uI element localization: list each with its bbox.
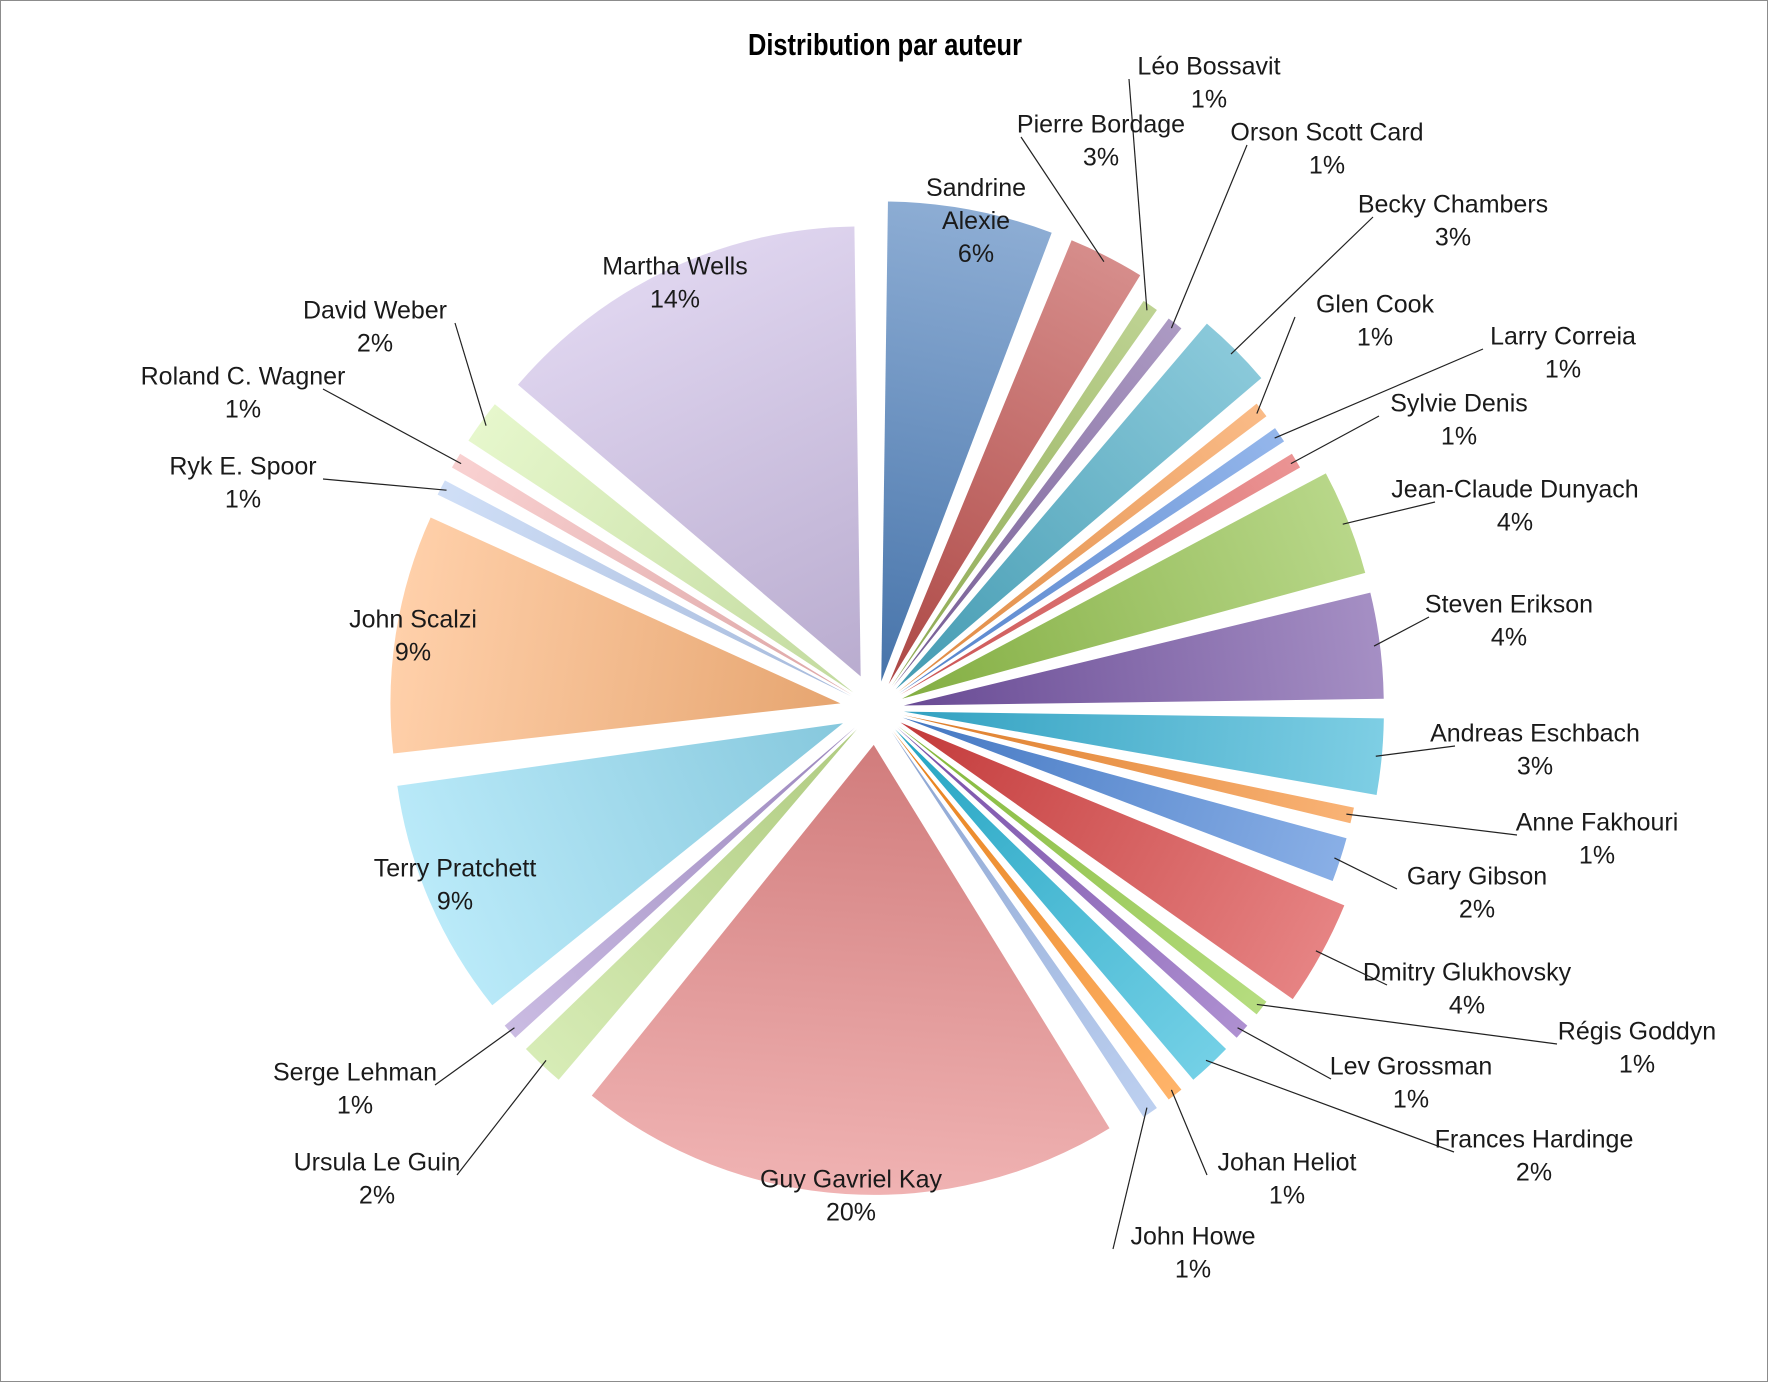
leader-line-orson-scott-card	[1170, 144, 1248, 329]
leader-line-larry-correia	[1274, 348, 1484, 439]
slice-label-martha-wells: Martha Wells 14%	[602, 253, 747, 314]
pie-slice-sandrine-alexie	[881, 201, 1052, 682]
pie-slice-lev-grossman	[897, 727, 1248, 1038]
slice-label-glen-cook: Glen Cook 1%	[1316, 291, 1435, 352]
slice-label-terry-pratchett: Terry Pratchett 9%	[374, 855, 537, 916]
leader-line-pierre-bordage	[1020, 136, 1105, 263]
leader-line-david-weber	[454, 322, 487, 426]
pie-slice-johan-heliot	[893, 731, 1182, 1100]
pie-slice-gary-gibson	[902, 717, 1347, 882]
leader-line-andreas-eschbach	[1375, 745, 1456, 757]
slice-label-david-weber: David Weber 2%	[303, 297, 447, 358]
pie-slice-sylvie-denis	[900, 453, 1301, 695]
slice-label-roland-c-wagner: Roland C. Wagner 1%	[141, 363, 346, 424]
leader-line-dmitry-glukhovsky	[1315, 950, 1388, 986]
slice-label-gary-gibson: Gary Gibson 2%	[1407, 863, 1547, 924]
pie-slice-frances-hardinge	[895, 729, 1227, 1080]
leader-line-anne-fakhouri	[1346, 813, 1518, 836]
slice-label-john-howe: John Howe 1%	[1130, 1223, 1255, 1284]
slice-label-lev-grossman: Lev Grossman 1%	[1330, 1053, 1493, 1114]
pie-slice-roland-c-wagner	[451, 453, 852, 695]
slice-label-orson-scott-card: Orson Scott Card 1%	[1230, 119, 1423, 180]
slice-label-anne-fakhouri: Anne Fakhouri 1%	[1516, 809, 1679, 870]
leader-line-frances-hardinge	[1205, 1059, 1455, 1153]
pie-slice-pierre-bordage	[888, 240, 1141, 685]
pie-slice-becky-chambers	[895, 323, 1262, 690]
leader-line-lev-grossman	[1237, 1027, 1332, 1080]
pie-slice-ryk-e-spoor	[437, 480, 852, 697]
leader-line-johan-heliot	[1170, 1089, 1208, 1176]
slice-label-guy-gavriel-kay: Guy Gavriel Kay 20%	[760, 1166, 943, 1227]
slice-label-sandrine-alexie: Sandrine Alexie 6%	[926, 174, 1026, 268]
slice-label-steven-erikson: Steven Erikson 4%	[1425, 591, 1593, 652]
pie-slice-david-weber	[468, 404, 854, 693]
pie-slice-andreas-eschbach	[903, 711, 1384, 795]
pie-slice-anne-fakhouri	[903, 715, 1354, 824]
slice-label-johan-heliot: Johan Heliot 1%	[1218, 1149, 1357, 1210]
leader-line-glen-cook	[1256, 316, 1296, 414]
pie-slice-steven-erikson	[903, 592, 1384, 706]
slice-label-ursula-le-guin: Ursula Le Guin 2%	[294, 1149, 461, 1210]
pie-slice-regis-goddyn	[898, 726, 1267, 1015]
slice-label-pierre-bordage: Pierre Bordage 3%	[1017, 111, 1185, 172]
slice-label-sylvie-denis: Sylvie Denis 1%	[1390, 390, 1528, 451]
leader-line-roland-c-wagner	[322, 388, 462, 465]
slice-label-larry-correia: Larry Correia 1%	[1490, 323, 1636, 384]
leader-line-leo-bossavit	[1128, 78, 1148, 311]
slice-label-becky-chambers: Becky Chambers 3%	[1358, 191, 1548, 252]
slice-label-regis-goddyn: Régis Goddyn 1%	[1558, 1018, 1716, 1079]
pie-slice-glen-cook	[898, 403, 1267, 692]
leader-line-becky-chambers	[1230, 216, 1374, 355]
pie-slice-orson-scott-card	[893, 318, 1182, 687]
slice-label-dmitry-glukhovsky: Dmitry Glukhovsky 4%	[1363, 959, 1572, 1020]
pie-slice-ursula-le-guin	[525, 729, 857, 1080]
leader-line-sylvie-denis	[1290, 415, 1380, 465]
slice-label-andreas-eschbach: Andreas Eschbach 3%	[1430, 720, 1640, 781]
leader-line-gary-gibson	[1334, 857, 1398, 890]
pie-slice-john-howe	[891, 732, 1157, 1118]
slice-label-ryk-e-spoor: Ryk E. Spoor 1%	[169, 453, 316, 514]
chart-title: Distribution par auteur	[747, 27, 1022, 62]
slice-label-leo-bossavit: Léo Bossavit 1%	[1137, 53, 1280, 114]
pie-slice-guy-gavriel-kay	[591, 744, 1110, 1195]
leader-line-ryk-e-spoor	[322, 478, 447, 491]
pie-slice-serge-lehman	[504, 727, 855, 1038]
leader-line-regis-goddyn	[1256, 1003, 1558, 1045]
leader-line-serge-lehman	[434, 1027, 515, 1086]
slice-label-frances-hardinge: Frances Hardinge 2%	[1435, 1126, 1634, 1187]
pie-slice-martha-wells	[517, 226, 861, 677]
pie-slice-jean-claude-dunyach	[902, 473, 1366, 699]
slice-label-serge-lehman: Serge Lehman 1%	[273, 1059, 437, 1120]
slice-label-jean-claude-dunyach: Jean-Claude Dunyach 4%	[1391, 476, 1638, 537]
pie-slice-john-scalzi	[390, 517, 841, 754]
pie-slice-dmitry-glukhovsky	[900, 722, 1345, 1000]
slice-label-john-scalzi: John Scalzi 9%	[349, 606, 477, 667]
leader-line-steven-erikson	[1373, 616, 1430, 647]
leader-line-jean-claude-dunyach	[1342, 501, 1436, 525]
pie-slice-terry-pratchett	[397, 723, 843, 1006]
leader-line-ursula-le-guin	[456, 1059, 547, 1176]
leader-line-john-howe	[1112, 1107, 1148, 1250]
pie-slice-larry-correia	[899, 428, 1285, 694]
pie-slice-leo-bossavit	[891, 300, 1157, 686]
